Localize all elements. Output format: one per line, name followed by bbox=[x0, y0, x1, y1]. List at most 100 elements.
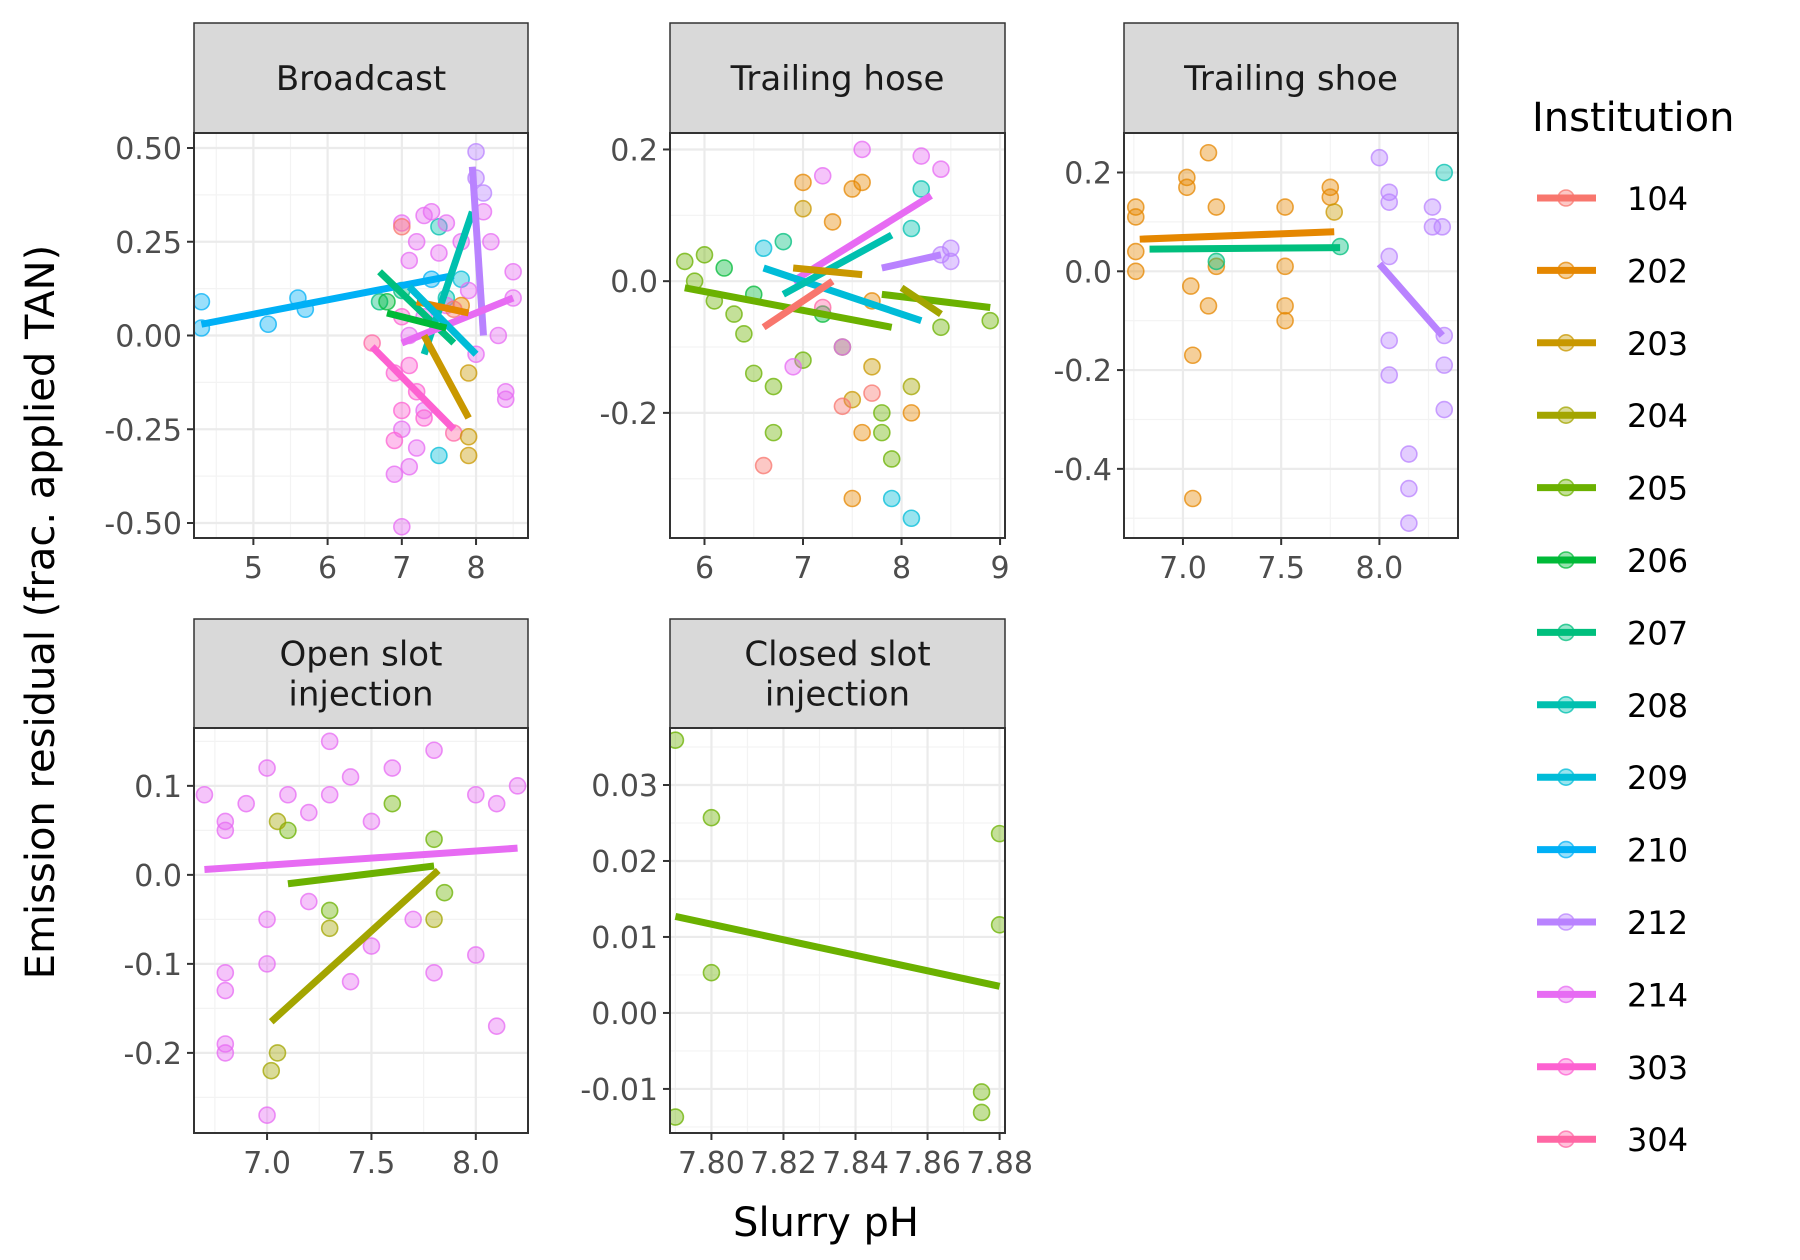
legend-entry-205: 205 bbox=[1537, 470, 1688, 508]
legend-label: 204 bbox=[1627, 397, 1688, 435]
data-point-214 bbox=[279, 785, 297, 804]
data-point-212 bbox=[1433, 218, 1452, 236]
data-point-205 bbox=[670, 731, 685, 749]
data-point-214 bbox=[216, 963, 235, 982]
data-point-214 bbox=[425, 741, 443, 760]
data-point-208 bbox=[912, 180, 931, 198]
facet-title: injection bbox=[765, 675, 910, 715]
legend-title: Institution bbox=[1532, 95, 1734, 141]
data-point-204 bbox=[268, 1044, 287, 1062]
data-point-214 bbox=[407, 232, 426, 251]
legend-label: 212 bbox=[1627, 904, 1688, 942]
data-point-214 bbox=[258, 910, 276, 929]
data-point-214 bbox=[216, 981, 235, 1000]
data-point-214 bbox=[362, 937, 381, 955]
data-point-303 bbox=[393, 401, 411, 420]
fit-line-203 bbox=[421, 333, 472, 420]
data-point-214 bbox=[487, 794, 506, 813]
data-point-206 bbox=[378, 292, 396, 311]
data-point-202 bbox=[1178, 178, 1196, 197]
fit-line-214 bbox=[204, 844, 518, 874]
data-point-202 bbox=[1199, 297, 1218, 315]
data-point-207 bbox=[774, 232, 793, 251]
data-point-214 bbox=[489, 326, 508, 345]
x-tick-label: 7.5 bbox=[348, 1146, 396, 1181]
fit-line-204 bbox=[899, 284, 943, 318]
legend-entry-303: 303 bbox=[1537, 1049, 1688, 1087]
data-point-204 bbox=[320, 919, 339, 938]
legend-entry-212: 212 bbox=[1537, 904, 1688, 942]
fit-line-210 bbox=[200, 272, 455, 328]
data-point-212 bbox=[1370, 148, 1389, 167]
y-tick-label: 0.00 bbox=[591, 997, 658, 1032]
data-point-104 bbox=[863, 384, 881, 402]
data-point-214 bbox=[504, 262, 522, 281]
y-tick-label: 0.2 bbox=[1064, 157, 1112, 192]
facet-strip bbox=[193, 22, 529, 134]
data-point-212 bbox=[1380, 183, 1399, 202]
data-point-214 bbox=[400, 457, 419, 476]
data-point-212 bbox=[1400, 479, 1418, 498]
data-point-205 bbox=[764, 423, 783, 442]
data-point-212 bbox=[1380, 193, 1399, 211]
facet-title: Trailing shoe bbox=[1183, 59, 1398, 99]
facet-title: Closed slot bbox=[744, 635, 930, 675]
data-point-214 bbox=[400, 251, 419, 270]
legend-key-point bbox=[1557, 551, 1575, 569]
x-tick-label: 7.5 bbox=[1257, 551, 1305, 586]
facet-title: Broadcast bbox=[276, 59, 446, 99]
x-tick-label: 5 bbox=[244, 551, 263, 586]
data-point-212 bbox=[942, 252, 960, 271]
data-point-203 bbox=[459, 446, 478, 465]
facet-strip bbox=[1123, 22, 1459, 134]
data-point-214 bbox=[404, 910, 422, 929]
data-point-214 bbox=[320, 785, 339, 804]
legend-key-point bbox=[1557, 768, 1575, 787]
fit-line-205 bbox=[881, 290, 991, 311]
x-tick-label: 7.84 bbox=[822, 1146, 889, 1181]
legend-label: 205 bbox=[1627, 470, 1688, 508]
data-point-206 bbox=[715, 259, 733, 277]
data-point-209 bbox=[754, 239, 773, 258]
data-point-202 bbox=[1126, 208, 1145, 226]
y-tick-label: -0.4 bbox=[1053, 453, 1112, 488]
legend-key-point bbox=[1557, 261, 1575, 280]
data-point-202 bbox=[902, 404, 921, 422]
data-point-202 bbox=[1178, 168, 1196, 187]
panel-1: Broadcast 5 6 7 8 -0.50 -0.25 0.00 0.25 0.50 bbox=[104, 22, 529, 586]
fit-line-212 bbox=[1376, 261, 1445, 338]
y-tick-label: -0.2 bbox=[123, 1037, 182, 1072]
data-point-209 bbox=[882, 489, 901, 508]
legend-label: 304 bbox=[1627, 1121, 1688, 1159]
y-axis-title: Emission residual (frac. applied TAN) bbox=[18, 245, 64, 979]
legend-entry-204: 204 bbox=[1537, 397, 1688, 435]
panel-border bbox=[193, 727, 529, 1134]
data-point-214 bbox=[362, 812, 381, 831]
x-tick-label: 8.0 bbox=[1356, 551, 1404, 586]
facet-strip bbox=[193, 618, 529, 729]
data-point-204 bbox=[902, 377, 921, 396]
data-point-205 bbox=[383, 794, 402, 813]
facet-strip bbox=[669, 618, 1006, 729]
panel-border bbox=[193, 132, 529, 539]
data-point-202 bbox=[1183, 489, 1202, 508]
data-point-202 bbox=[1199, 143, 1218, 162]
fit-line-104 bbox=[761, 278, 835, 331]
legend-entry-202: 202 bbox=[1537, 252, 1688, 290]
panel-border bbox=[669, 727, 1006, 1134]
x-tick-label: 7 bbox=[392, 551, 411, 586]
legend-key-point bbox=[1557, 1058, 1575, 1076]
data-point-203 bbox=[459, 427, 478, 446]
data-point-205 bbox=[972, 1083, 991, 1101]
data-point-214 bbox=[853, 140, 871, 159]
data-point-212 bbox=[1423, 198, 1442, 216]
data-point-202 bbox=[1126, 198, 1145, 216]
fit-line-207 bbox=[377, 269, 457, 346]
data-point-214 bbox=[459, 281, 478, 300]
data-point-214 bbox=[216, 821, 235, 840]
y-tick-label: 0.25 bbox=[115, 226, 182, 261]
data-point-214 bbox=[422, 202, 441, 221]
panel-border bbox=[669, 132, 1006, 539]
data-point-212 bbox=[1380, 331, 1399, 350]
